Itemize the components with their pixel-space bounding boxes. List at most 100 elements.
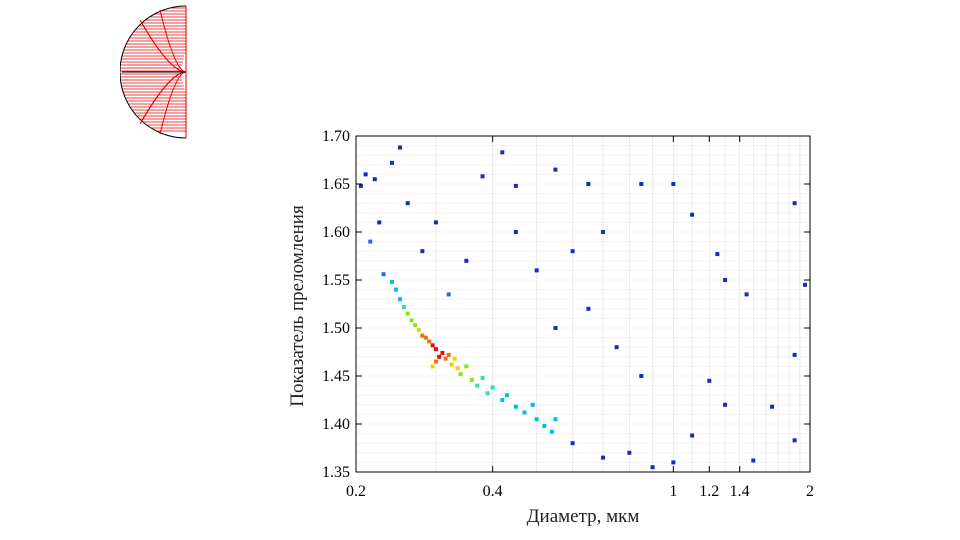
logo-lines — [120, 5, 187, 139]
scatter-point — [707, 378, 712, 383]
scatter-point — [480, 375, 485, 380]
scatter-point — [671, 460, 676, 465]
scatter-point — [423, 335, 428, 340]
scatter-point — [377, 220, 382, 225]
scatter-point — [601, 230, 606, 234]
scatter-point — [803, 282, 808, 287]
scatter-point — [570, 441, 575, 446]
logo-curve — [159, 71, 187, 135]
scatter-point — [715, 252, 720, 257]
scatter-point — [553, 417, 558, 422]
scatter-point — [449, 362, 454, 367]
scatter-point — [464, 364, 469, 369]
scatter-point — [381, 272, 386, 277]
y-tick-label: 1.50 — [322, 320, 350, 337]
scatter-point — [427, 339, 432, 344]
scatter-point — [500, 150, 505, 155]
scatter-point — [372, 177, 377, 182]
y-tick-label: 1.55 — [322, 272, 350, 289]
scatter-point — [570, 249, 575, 254]
scatter-point — [452, 356, 457, 361]
scatter-point — [469, 377, 474, 382]
plot-frame — [355, 135, 811, 473]
scatter-point — [409, 318, 414, 323]
scatter-point — [690, 433, 695, 438]
scatter-point — [500, 398, 505, 402]
scatter-point — [671, 182, 676, 186]
scatter-point — [433, 347, 438, 352]
scatter-point — [690, 212, 695, 217]
chart-tick-labels: 0.2 0.4 1 1.2 1.4 2 1.35 1.40 1.45 1.50 1.55 1.60 1.… — [322, 128, 814, 500]
x-axis-label: Диаметр, мкм — [527, 506, 640, 527]
scatter-point — [723, 402, 728, 407]
scatter-point — [553, 326, 558, 330]
chart-grid — [355, 135, 811, 473]
y-tick-label: 1.70 — [322, 128, 350, 145]
scatter-point — [480, 174, 485, 179]
scatter-point — [413, 323, 418, 328]
scatter-point — [534, 268, 539, 273]
x-tick-label: 1.2 — [699, 483, 719, 500]
scatter-point — [430, 343, 435, 348]
scatter-point — [586, 182, 591, 186]
scatter-point — [440, 350, 445, 355]
scatter-point — [723, 278, 728, 282]
y-tick-label: 1.60 — [322, 224, 350, 241]
y-axis-label: Показатель преломления — [287, 205, 308, 407]
y-tick-label: 1.35 — [322, 464, 350, 481]
x-tick-label: 0.4 — [483, 483, 503, 500]
scatter-point — [397, 145, 402, 150]
scatter-point — [394, 287, 399, 292]
x-tick-label: 1.4 — [730, 483, 750, 500]
scatter-point — [490, 385, 495, 390]
scatter-point — [437, 354, 442, 359]
scatter-point — [416, 327, 421, 332]
y-tick-label: 1.40 — [322, 416, 350, 433]
scatter-point — [751, 458, 756, 463]
logo-curve — [159, 9, 187, 73]
scatter-point — [430, 364, 435, 369]
scatter-point — [513, 404, 518, 409]
scatter-point — [368, 239, 373, 244]
scatter-point — [530, 402, 535, 407]
scatter-point — [420, 249, 425, 254]
chart-ticks — [355, 135, 811, 473]
scatter-point — [504, 393, 509, 398]
scatter-point — [650, 465, 655, 470]
scatter-point — [513, 183, 518, 188]
scatter-point — [401, 304, 406, 309]
scatter-point — [405, 311, 410, 316]
scatter-point — [522, 410, 527, 415]
logo-outline — [120, 5, 187, 139]
scatter-point — [389, 279, 394, 284]
scatter-point — [542, 423, 547, 428]
scatter-point — [534, 417, 539, 422]
scatter-point — [443, 356, 448, 361]
scatter-point — [420, 333, 425, 338]
scatter-point — [433, 359, 438, 364]
red-hemisphere-logo — [120, 5, 187, 139]
scatter-point — [792, 352, 797, 357]
scatter-point — [639, 182, 644, 186]
scatter-point — [433, 220, 438, 225]
scatter-point — [363, 172, 368, 177]
scatter-point — [586, 306, 591, 311]
scatter-point — [405, 201, 410, 206]
scatter-point — [397, 297, 402, 302]
scatter-point — [553, 167, 558, 172]
scatter-point — [475, 383, 480, 388]
scatter-point — [446, 352, 451, 357]
scatter-point — [464, 258, 469, 263]
scatter-point — [389, 160, 394, 165]
scatter-point — [614, 345, 619, 350]
scatter-point — [458, 372, 463, 377]
scatter-point — [639, 374, 644, 378]
scatter-point — [627, 450, 632, 455]
scatter-point — [446, 292, 451, 297]
scatter-point — [792, 438, 797, 443]
x-tick-label: 1 — [669, 483, 677, 500]
scatter-point — [744, 292, 749, 297]
scatter-point — [513, 230, 518, 234]
x-tick-label: 2 — [806, 483, 814, 500]
